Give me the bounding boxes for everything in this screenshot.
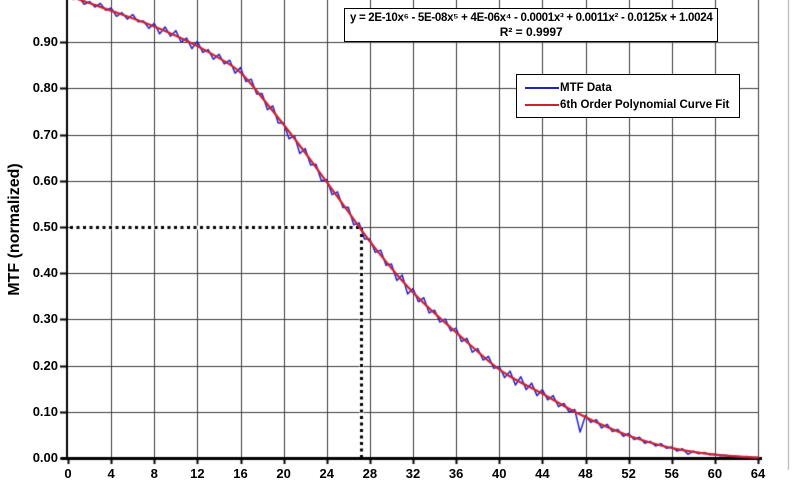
y-tick-label: 0.80	[32, 80, 58, 96]
y-tick-label: 0.30	[32, 311, 58, 327]
x-tick-label: 24	[319, 466, 334, 481]
x-tick-label: 40	[492, 466, 507, 481]
legend-label: MTF Data	[560, 81, 612, 94]
equation-annotation-box: y = 2E-10x⁶ - 5E-08x⁵ + 4E-06x⁴ - 0.0001…	[344, 8, 719, 42]
y-tick-label: 0.00	[32, 450, 58, 465]
legend-line-swatch-red	[525, 103, 559, 106]
x-tick-label: 52	[621, 466, 636, 481]
x-tick-label: 28	[362, 466, 378, 481]
legend-item-curve-fit: 6th Order Polynomial Curve Fit	[525, 96, 729, 113]
legend-line-swatch-blue	[525, 86, 559, 89]
y-tick-label: 0.90	[32, 34, 58, 50]
x-tick-label: 32	[405, 466, 421, 481]
y-tick-label: 0.40	[32, 265, 58, 281]
x-tick-label: 60	[707, 466, 723, 481]
legend-item-mtf-data: MTF Data	[525, 79, 729, 96]
r-squared-text: R² = 0.9997	[499, 25, 563, 39]
x-tick-label: 20	[276, 466, 291, 481]
equation-text: y = 2E-10x⁶ - 5E-08x⁵ + 4E-06x⁴ - 0.0001…	[350, 12, 713, 24]
x-tick-label: 48	[578, 466, 593, 481]
y-tick-label: 0.60	[32, 172, 58, 188]
legend: MTF Data 6th Order Polynomial Curve Fit	[516, 74, 741, 118]
y-tick-label: 0.70	[32, 126, 58, 142]
y-tick-label: 0.10	[32, 403, 58, 419]
x-tick-label: 0	[64, 466, 72, 481]
legend-label: 6th Order Polynomial Curve Fit	[560, 98, 730, 111]
x-tick-label: 36	[448, 466, 464, 481]
x-tick-label: 64	[750, 466, 766, 481]
x-tick-label: 8	[150, 466, 158, 481]
x-tick-label: 12	[190, 466, 205, 481]
x-tick-label: 56	[664, 466, 679, 481]
x-tick-label: 16	[233, 466, 248, 481]
y-tick-label: 0.20	[32, 357, 58, 373]
y-tick-label: 0.50	[32, 219, 58, 234]
x-tick-label: 44	[535, 466, 550, 481]
x-tick-label: 4	[107, 466, 115, 481]
